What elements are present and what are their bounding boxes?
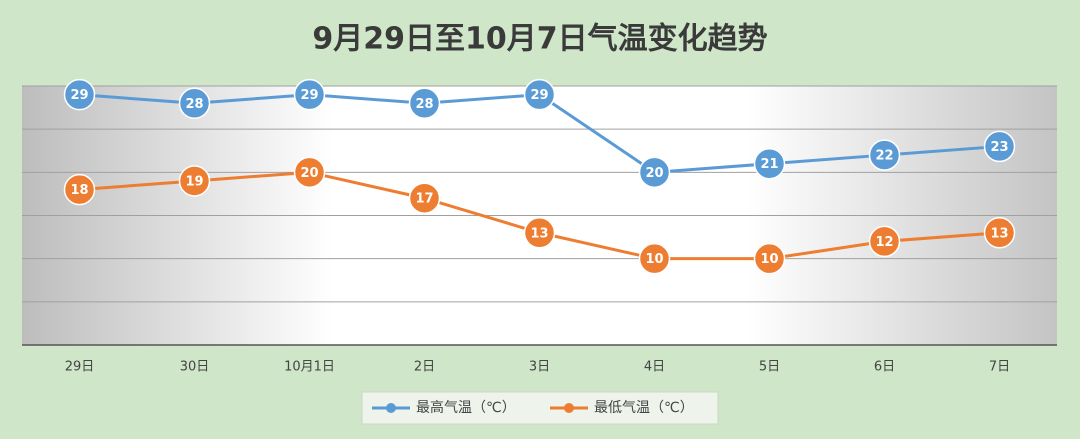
x-tick-label: 5日 [759,360,780,375]
data-label: 28 [415,97,433,112]
x-tick-label: 3日 [529,360,550,375]
chart-title: 9月29日至10月7日气温变化趋势 [312,22,767,57]
marker [868,225,901,258]
data-label: 20 [645,166,663,181]
x-tick-label: 6日 [874,360,895,375]
marker [63,78,96,111]
marker [293,78,326,111]
x-tick-label: 29日 [65,360,95,375]
x-tick-label: 10月1日 [284,360,335,375]
marker [178,165,211,197]
marker [753,242,786,275]
data-label: 29 [70,88,88,103]
x-tick-label: 7日 [989,360,1010,375]
marker [983,217,1016,249]
x-tick-label: 2日 [414,360,435,375]
legend-box [361,391,719,425]
data-label: 13 [990,226,1008,241]
legend-label: 最高气温（℃） [416,399,516,416]
x-tick-label: 4日 [644,360,665,375]
data-label: 21 [760,157,778,172]
data-label: 22 [875,149,893,164]
data-label: 13 [530,226,548,241]
data-label: 10 [645,252,663,267]
data-label: 20 [300,166,318,181]
legend-marker [564,403,574,413]
data-label: 17 [415,192,433,207]
x-tick-label: 30日 [180,360,210,375]
data-label: 29 [300,88,318,103]
data-label: 12 [875,235,893,250]
data-label: 29 [530,88,548,103]
data-label: 18 [70,183,88,198]
marker [293,156,326,189]
marker [63,173,96,206]
marker [753,147,786,180]
marker [868,139,901,171]
legend-label: 最低气温（℃） [594,400,694,416]
marker [638,242,671,275]
marker [983,130,1016,163]
data-label: 10 [760,252,778,267]
marker [408,182,441,214]
marker [408,87,441,120]
marker [178,87,211,120]
data-label: 19 [185,174,203,189]
data-label: 23 [990,140,1008,155]
marker [638,156,671,189]
legend-marker [386,403,396,413]
marker [523,78,556,111]
marker [523,217,556,249]
data-label: 28 [185,97,203,112]
